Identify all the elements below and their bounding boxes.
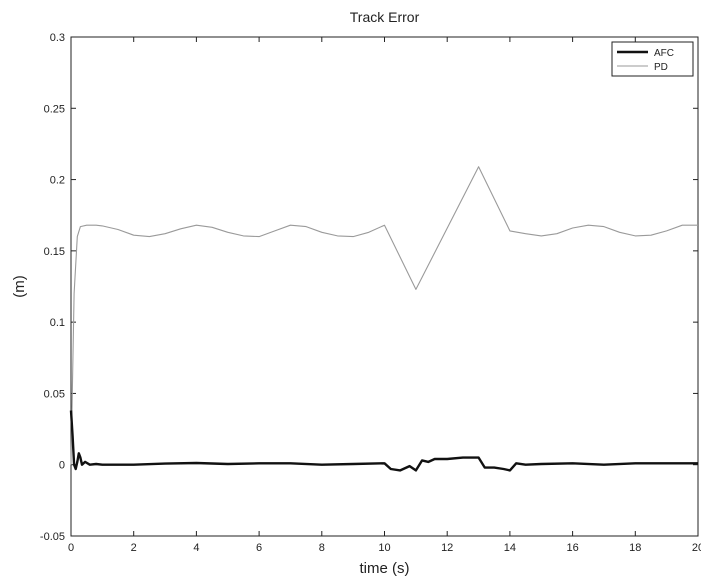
x-tick-label: 14 [504,542,516,554]
series-lines [69,166,698,472]
y-tick-label: 0.3 [50,32,65,44]
x-tick-label: 8 [319,542,325,554]
x-tick-label: 6 [256,542,262,554]
x-tick-label: 4 [193,542,199,554]
x-tick-label: 2 [131,542,137,554]
legend-box [611,41,694,77]
plot-area-frame [70,36,699,537]
series-line-pd [70,166,698,465]
x-tick-label: 20 [692,542,701,554]
chart-title: Track Error [350,9,420,25]
y-tick-label: 0.25 [44,103,65,115]
legend: AFC PD [611,41,694,77]
x-axis-label: time (s) [360,560,410,577]
y-axis-label: (m) [11,275,28,298]
y-tick-label: 0.2 [50,175,65,187]
y-tick-label: -0.05 [40,531,65,543]
x-tick-label: 12 [441,542,453,554]
x-tick-label: 16 [566,542,578,554]
y-tick-label: 0.05 [44,388,65,400]
x-tick-label: 0 [68,542,74,554]
series-line-afc [69,410,698,472]
legend-label-pd: PD [654,62,668,73]
y-tick-label: 0 [59,460,65,472]
axis-ticks: 02468101214161820-0.0500.050.10.150.20.2… [40,32,701,554]
y-tick-label: 0.1 [50,317,65,329]
legend-label-afc: AFC [654,48,674,59]
x-tick-label: 10 [378,542,390,554]
x-tick-label: 18 [629,542,641,554]
y-tick-label: 0.15 [44,246,65,258]
